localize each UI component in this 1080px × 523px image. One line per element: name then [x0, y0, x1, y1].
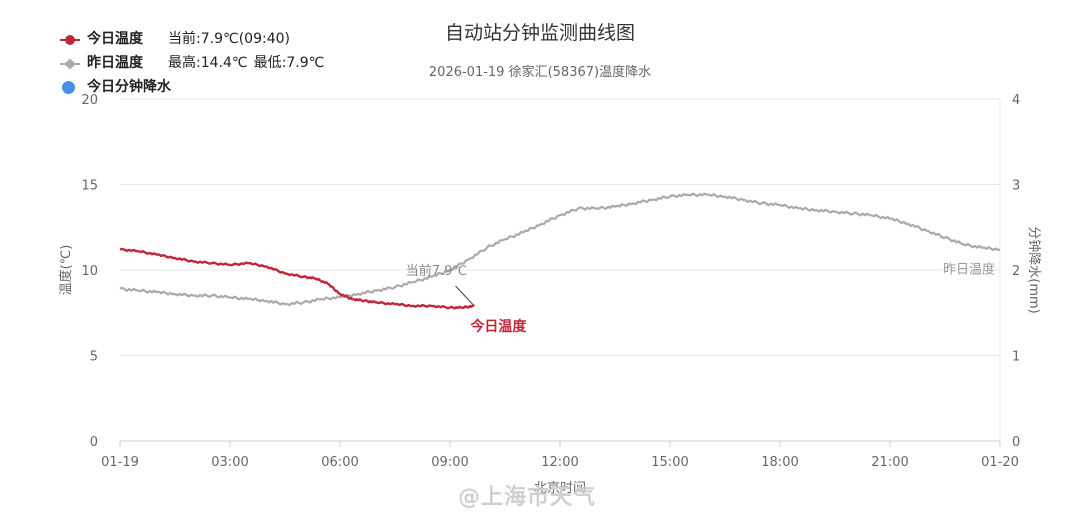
annotations: 当前7.9℃ 今日温度 昨日温度 — [406, 261, 995, 334]
x-tick-label: 12:00 — [541, 455, 578, 470]
chart-subtitle: 2026-01-19 徐家汇(58367)温度降水 — [428, 65, 652, 80]
today-series-label: 今日温度 — [469, 318, 527, 335]
y2-tick-label: 0 — [1012, 435, 1020, 450]
legend-today-marker — [60, 35, 80, 45]
x-tick-label: 21:00 — [871, 455, 908, 470]
yesterday-series-label: 昨日温度 — [943, 261, 995, 277]
legend-yesterday-info: 最高:14.4℃ 最低:7.9℃ — [168, 52, 324, 74]
x-tick-label: 01-19 — [101, 455, 139, 470]
x-axis: 01-19 03:00 06:00 09:00 12:00 15:00 18:00 21:00… — [101, 99, 1019, 470]
x-tick-label: 01-20 — [981, 455, 1019, 470]
series-yesterday — [119, 192, 1001, 307]
y-tick-label: 20 — [81, 93, 98, 108]
y-tick-label: 15 — [81, 179, 98, 194]
series-today — [119, 247, 475, 310]
y-tick-label: 5 — [90, 350, 98, 365]
x-tick-label: 03:00 — [211, 455, 248, 470]
y2-tick-label: 2 — [1012, 264, 1020, 279]
grid-lines — [120, 98, 1000, 356]
legend-today-info-prefix: 当前: — [168, 31, 201, 47]
x-tick-label: 15:00 — [651, 455, 688, 470]
y2-tick-label: 4 — [1012, 93, 1020, 108]
current-value-annotation: 当前7.9℃ — [406, 263, 467, 279]
x-tick-label: 09:00 — [431, 455, 468, 470]
y-tick-label: 0 — [90, 435, 98, 450]
legend-yesterday-marker — [60, 58, 80, 70]
y-tick-label: 10 — [81, 264, 98, 279]
legend-precip-dot — [62, 81, 75, 94]
y-axis-ticks: 0 5 10 15 20 — [81, 93, 98, 450]
legend-today-info-value: 7.9℃(09:40) — [200, 31, 290, 47]
legend-yesterday-name: 昨日温度 — [87, 55, 143, 71]
y2-tick-label: 3 — [1012, 179, 1020, 194]
series-line — [119, 247, 475, 310]
y2-axis-ticks: 0 1 2 3 4 — [1012, 93, 1020, 450]
current-annotation-pointer — [455, 285, 473, 305]
legend-yesterday-max: 最高:14.4℃ — [168, 55, 248, 71]
x-axis-label: 北京时间 — [534, 481, 586, 496]
y2-tick-label: 1 — [1012, 350, 1020, 365]
legend-today-name: 今日温度 — [87, 31, 143, 47]
legend-precip-name: 今日分钟降水 — [87, 79, 171, 95]
y2-axis-label: 分钟降水(mm) — [1026, 226, 1042, 313]
chart-title: 自动站分钟监测曲线图 — [444, 22, 635, 44]
series-line — [119, 192, 1001, 307]
watermark: @上海市天气 — [458, 485, 597, 510]
x-tick-label: 06:00 — [321, 455, 358, 470]
y-axis-label: 温度(℃) — [58, 245, 74, 296]
legend-yesterday-min: 最低:7.9℃ — [253, 55, 325, 71]
legend-today-info: 当前:7.9℃(09:40) — [168, 28, 290, 50]
x-tick-label: 18:00 — [761, 455, 798, 470]
